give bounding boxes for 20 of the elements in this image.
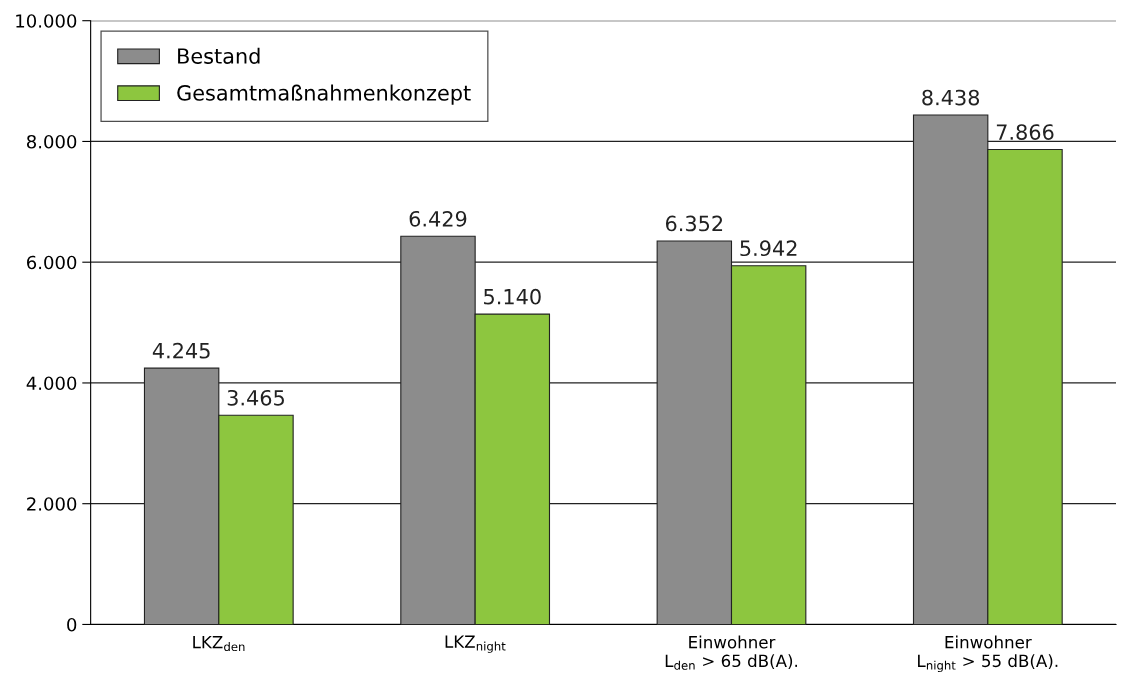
x-tick-label: LKZ$_{den}$	[193, 636, 245, 652]
data-label: 5.140	[484, 288, 541, 305]
y-tick-label: 10.000	[16, 14, 77, 28]
legend-label: Bestand	[178, 47, 260, 64]
y-tick-label: 6.000	[27, 255, 77, 270]
data-label: 4.245	[152, 342, 210, 359]
x-tick-label: Einwohner L$_{den}$ > 65 dB(A).	[665, 635, 798, 670]
data-label: 8.438	[922, 89, 980, 106]
y-tick-label: 2.000	[27, 497, 77, 511]
category-label: Einwohner L$_{night}$ > 55 dB(A).	[918, 635, 1058, 673]
data-label: 6.352	[665, 215, 723, 232]
data-label: 3.465	[227, 389, 284, 406]
data-label: 7.866	[996, 124, 1054, 140]
data-label: 6.429	[409, 210, 467, 227]
y-tick-label: 8.000	[26, 134, 77, 149]
x-tick-label: LKZ$_{night}$	[445, 635, 506, 653]
y-tick-label: 4.000	[26, 376, 77, 391]
data-label: 5.942	[740, 240, 797, 257]
legend-label: Gesamtmaßnahmenkonzept	[177, 84, 471, 105]
y-tick-label: 0	[67, 617, 77, 632]
